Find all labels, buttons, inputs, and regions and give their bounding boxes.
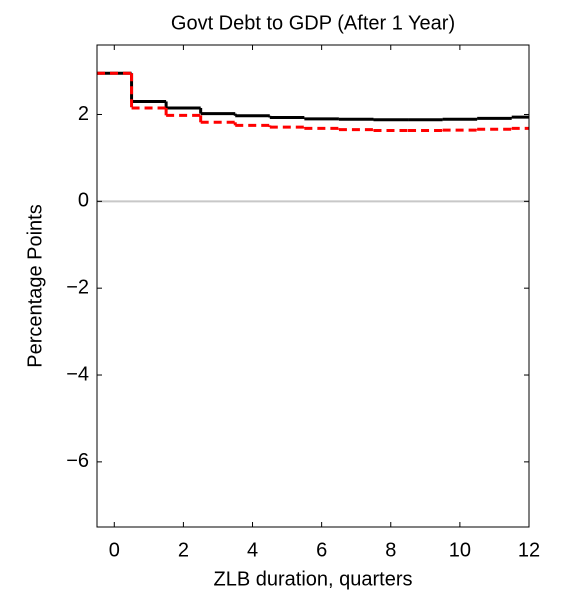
y-tick-label: 0 xyxy=(78,190,89,212)
x-tick-label: 0 xyxy=(109,539,120,561)
x-tick-label: 12 xyxy=(518,539,540,561)
y-axis-label: Percentage Points xyxy=(24,204,46,367)
x-tick-label: 6 xyxy=(316,539,327,561)
x-tick-label: 2 xyxy=(178,539,189,561)
y-tick-label: 2 xyxy=(78,103,89,125)
y-tick-label: −4 xyxy=(66,363,89,385)
y-tick-label: −6 xyxy=(66,450,89,472)
x-tick-label: 8 xyxy=(385,539,396,561)
plot-frame xyxy=(96,44,530,528)
chart-title: Govt Debt to GDP (After 1 Year) xyxy=(171,12,455,34)
x-tick-label: 4 xyxy=(247,539,258,561)
y-tick-label: −2 xyxy=(66,276,89,298)
x-tick-label: 10 xyxy=(449,539,471,561)
x-axis-label: ZLB duration, quarters xyxy=(214,568,413,590)
